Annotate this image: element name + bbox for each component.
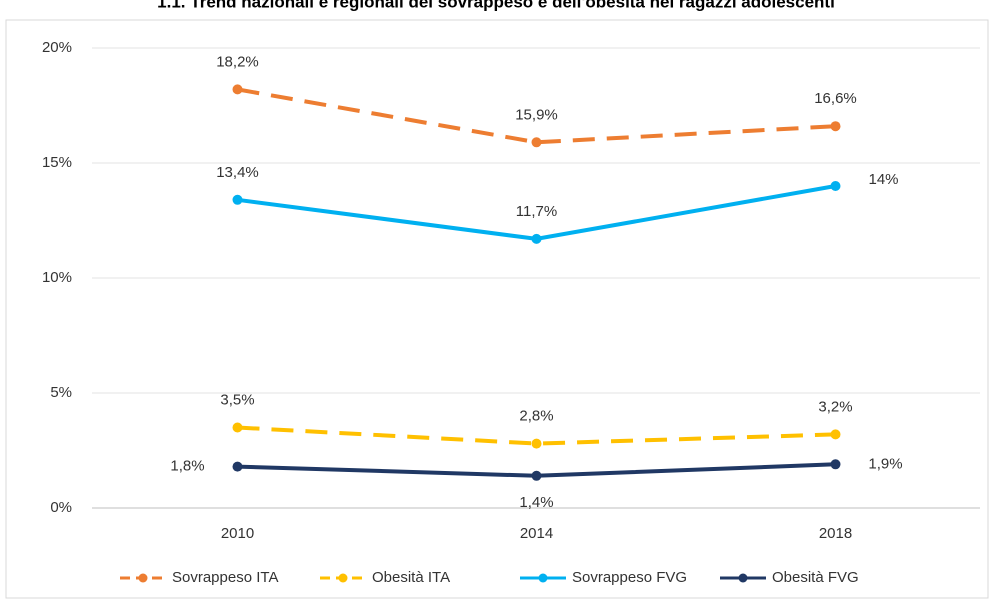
data-label: 3,2%	[818, 398, 852, 415]
legend-marker	[738, 573, 748, 583]
data-point	[531, 438, 542, 449]
data-label: 15,9%	[515, 106, 558, 123]
data-label: 3,5%	[220, 391, 254, 408]
data-point	[830, 459, 841, 470]
legend-marker	[338, 573, 348, 583]
data-point	[531, 233, 542, 244]
data-point	[232, 84, 243, 95]
y-tick-label: 20%	[42, 39, 72, 56]
data-label: 18,2%	[216, 53, 259, 70]
data-label: 14%	[868, 171, 898, 188]
data-label: 2,8%	[519, 408, 553, 425]
legend-label: Sovrappeso ITA	[172, 569, 278, 586]
data-point	[830, 121, 841, 132]
data-label: 1,9%	[868, 455, 902, 472]
data-point	[232, 194, 243, 205]
chart-title: 1.1. Trend nazionali e regionali del sov…	[157, 0, 835, 11]
legend-label: Sovrappeso FVG	[572, 569, 687, 586]
data-point	[232, 461, 243, 472]
chart-border	[5, 19, 989, 599]
data-point	[531, 470, 542, 481]
data-point	[531, 137, 542, 148]
data-label: 13,4%	[216, 164, 259, 181]
legend-label: Obesità ITA	[372, 569, 450, 586]
data-label: 1,4%	[519, 494, 553, 511]
data-point	[830, 429, 841, 440]
data-label: 11,7%	[516, 203, 557, 220]
x-tick-label: 2010	[221, 525, 254, 542]
y-tick-label: 5%	[50, 384, 72, 401]
data-point	[232, 422, 243, 433]
data-label: 16,6%	[814, 90, 857, 107]
data-point	[830, 181, 841, 191]
x-tick-label: 2014	[520, 525, 553, 542]
y-tick-label: 15%	[42, 154, 72, 171]
legend-label: Obesità FVG	[772, 569, 859, 586]
data-label: 1,8%	[170, 458, 204, 475]
y-tick-label: 0%	[50, 499, 72, 516]
legend-marker	[138, 573, 148, 583]
y-tick-label: 10%	[42, 269, 72, 286]
legend-marker	[538, 573, 548, 583]
x-tick-label: 2018	[819, 525, 852, 542]
